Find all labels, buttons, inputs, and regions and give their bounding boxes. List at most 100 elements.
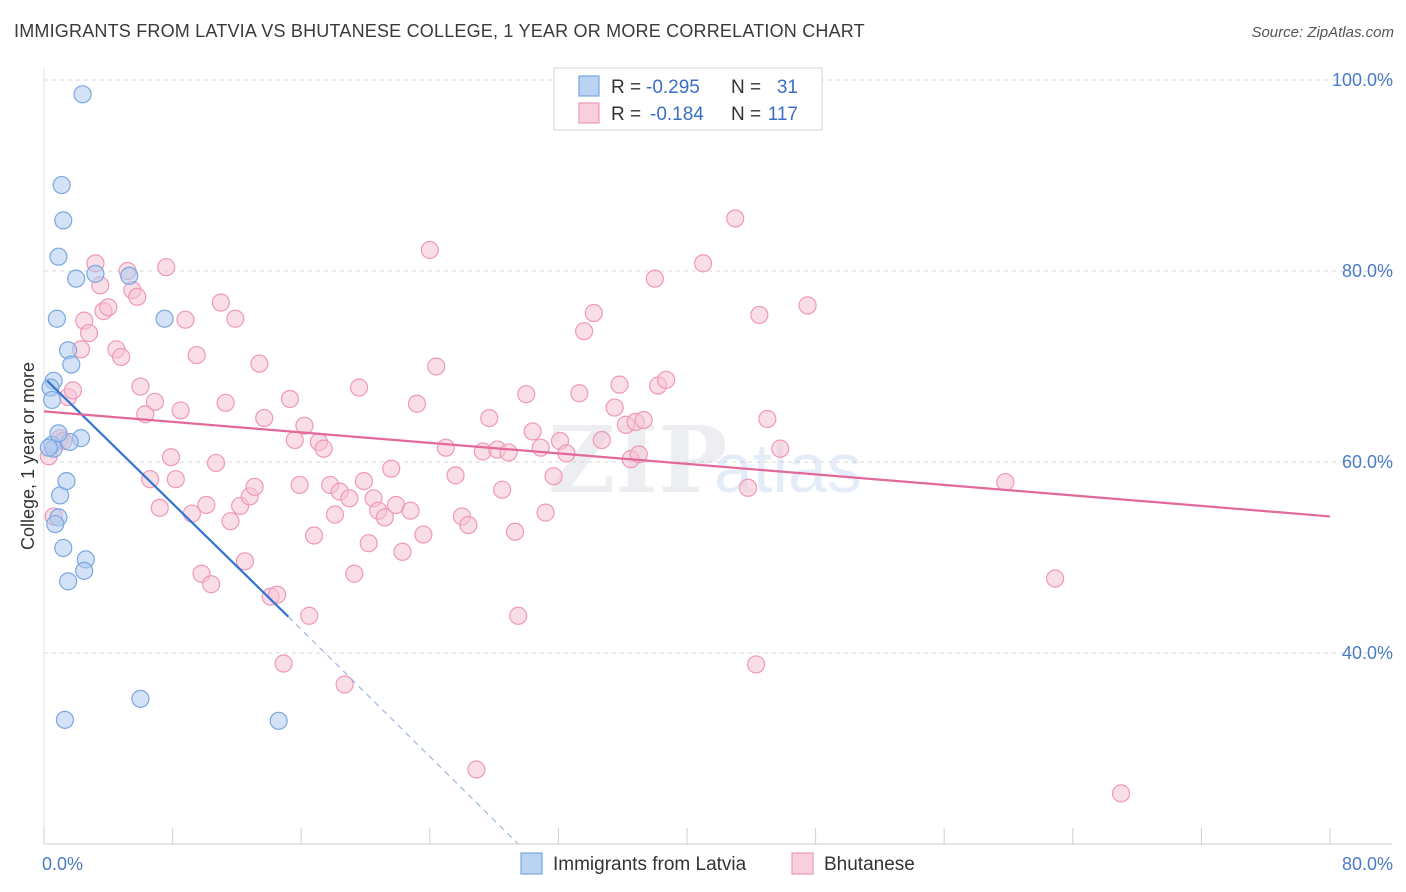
bhutanese-point <box>726 209 745 228</box>
bhutanese-point <box>436 438 455 457</box>
bhutanese-point <box>523 422 542 441</box>
legend-r-value-bhutanese: -0.184 <box>650 104 704 125</box>
bhutanese-point <box>401 501 420 520</box>
bhutanese-point <box>171 401 190 420</box>
bhutanese-point <box>657 370 676 389</box>
bhutanese-point <box>1111 784 1131 803</box>
bhutanese-point <box>285 430 304 450</box>
latvia-point <box>75 561 94 580</box>
latvia-point <box>155 309 174 328</box>
latvia-point <box>120 266 139 285</box>
bhutanese-point <box>459 515 478 535</box>
legend-r-label-bhutanese: R = <box>611 104 641 125</box>
y-tick-label: 60.0% <box>1342 452 1393 472</box>
gridlines <box>44 79 1392 654</box>
bhutanese-point <box>493 480 512 499</box>
bhutanese-point <box>187 345 206 365</box>
bhutanese-point <box>996 472 1015 492</box>
bhutanese-point <box>340 489 359 508</box>
bhutanese-point <box>393 542 412 561</box>
bhutanese-point <box>407 394 427 413</box>
bhutanese-point <box>747 655 766 674</box>
bhutanese-point <box>140 470 160 489</box>
bhutanese-point <box>592 430 611 450</box>
bhutanese-point <box>1046 569 1065 588</box>
latvia-point <box>54 538 73 558</box>
latvia-point <box>55 710 74 729</box>
bhutanese-point <box>446 466 465 485</box>
bhutanese-point <box>645 269 664 288</box>
bhutanese-point <box>145 392 165 411</box>
legend-n-value-latvia: 31 <box>777 77 798 98</box>
bhutanese-point <box>255 408 274 428</box>
bhutanese-point <box>157 258 176 277</box>
bhutanese-point <box>150 498 169 517</box>
bhutanese-point <box>131 377 150 396</box>
bhutanese-point <box>267 585 287 604</box>
latvia-point <box>73 85 92 104</box>
x-tick-label-max: 80.0% <box>1342 854 1393 874</box>
bhutanese-point <box>314 439 333 458</box>
bhutanese-point <box>290 475 309 495</box>
bhutanese-point <box>758 409 777 429</box>
legend-n-label-latvia: N = <box>731 77 761 98</box>
bhutanese-point <box>206 453 226 473</box>
bhutanese-point <box>517 385 536 404</box>
bhutanese-point <box>274 654 293 673</box>
watermark: ZIP atlas <box>548 406 862 514</box>
y-tick-label: 100.0% <box>1332 70 1393 90</box>
bhutanese-point <box>798 296 817 315</box>
legend-r-label-latvia: R = <box>611 77 641 98</box>
bhutanese-point <box>335 675 354 694</box>
bhutanese-point <box>211 293 230 312</box>
trend-lines <box>43 380 1331 845</box>
bhutanese-point <box>245 477 264 496</box>
latvia-point <box>67 269 86 288</box>
latvia-point <box>39 438 58 457</box>
bhutanese-point <box>427 357 446 376</box>
y-tick-labels: 40.0% 60.0% 80.0% 100.0% <box>1332 70 1393 663</box>
latvia-points <box>39 85 288 730</box>
latvia-point <box>47 309 66 328</box>
bhutanese-point <box>505 522 525 541</box>
bhutanese-point <box>509 606 528 625</box>
x-tick-label-min: 0.0% <box>42 854 83 874</box>
bhutanese-point <box>480 408 499 428</box>
bhutanese-point <box>176 310 195 329</box>
correlation-legend: R = -0.295 N = 31 R = -0.184 N = 117 <box>553 67 823 131</box>
bhutanese-point <box>79 323 99 343</box>
bhutanese-point <box>771 439 790 458</box>
bhutanese-point <box>693 254 713 273</box>
bhutanese-point <box>197 495 216 515</box>
y-tick-label: 40.0% <box>1342 643 1393 663</box>
bhutanese-point <box>750 305 769 325</box>
bhutanese-point <box>235 552 255 571</box>
latvia-point <box>46 514 65 534</box>
latvia-point <box>59 572 78 591</box>
latvia-trend-extension <box>287 616 519 845</box>
bhutanese-point <box>610 375 629 394</box>
bhutanese-point <box>605 398 624 417</box>
series-legend: Immigrants from Latvia Bhutanese <box>520 852 915 875</box>
bhutanese-point <box>420 240 439 260</box>
bhutanese-point <box>575 322 594 341</box>
bhutanese-point <box>531 438 550 457</box>
latvia-point <box>57 472 76 491</box>
x-axis-ticks <box>43 828 1331 844</box>
bhutanese-points <box>39 209 1131 803</box>
bhutanese-point <box>499 443 518 462</box>
latvia-point <box>86 264 105 283</box>
y-tick-label: 80.0% <box>1342 261 1393 281</box>
bhutanese-point <box>99 298 118 317</box>
bhutanese-point <box>166 470 185 489</box>
legend-swatch-latvia <box>578 75 600 97</box>
latvia-point <box>131 689 150 708</box>
legend-swatch-bhutanese <box>578 102 600 124</box>
y-axis-title: College, 1 year or more <box>18 362 38 550</box>
source-label: Source: ZipAtlas.com <box>1251 24 1394 41</box>
legend-r-value-latvia: -0.295 <box>646 77 700 98</box>
bhutanese-point <box>250 354 269 373</box>
bhutanese-point <box>536 503 555 522</box>
bhutanese-point <box>634 410 653 430</box>
